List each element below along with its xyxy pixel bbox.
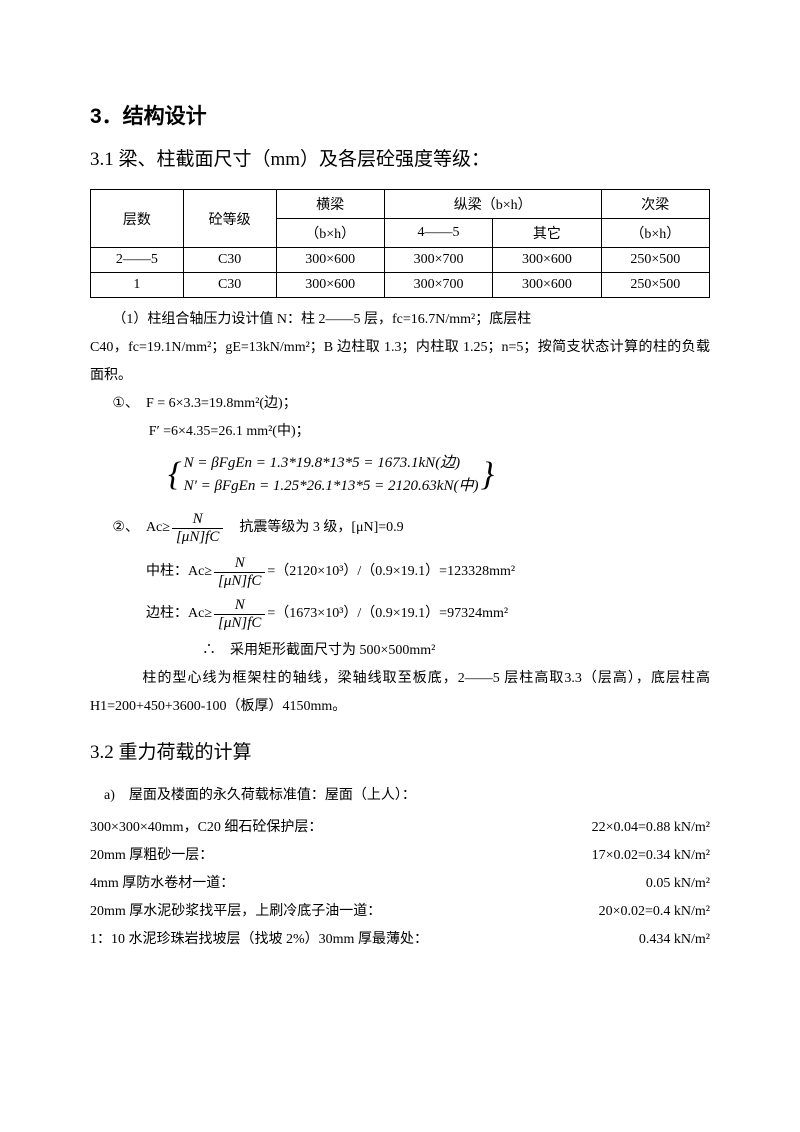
table-row: 1 C30 300×600 300×700 300×600 250×500	[91, 273, 710, 298]
load-desc: 300×300×40mm，C20 细石砼保护层：	[90, 814, 520, 842]
load-row: 20mm 厚水泥砂浆找平层，上刷冷底子油一道： 20×0.02=0.4 kN/m…	[90, 898, 710, 926]
equation-2: N′ = βFgEn = 1.25*26.1*13*5 = 2120.63kN(…	[184, 475, 479, 498]
load-row: 20mm 厚粗砂一层： 17×0.02=0.34 kN/m²	[90, 842, 710, 870]
load-row: 300×300×40mm，C20 细石砼保护层： 22×0.04=0.88 kN…	[90, 814, 710, 842]
cell: 300×700	[384, 248, 492, 273]
subsection-heading-1: 3.1 梁、柱截面尺寸（mm）及各层砼强度等级：	[90, 144, 710, 171]
fraction-num: N	[172, 511, 223, 529]
load-value: 17×0.02=0.34 kN/m²	[520, 842, 710, 870]
mid-result: =（2120×10³）/（0.9×19.1）=123328mm²	[267, 556, 515, 588]
load-list: 300×300×40mm，C20 细石砼保护层： 22×0.04=0.88 kN…	[90, 814, 710, 954]
paragraph: 柱的型心线为框架柱的轴线，梁轴线取至板底，2——5 层柱高取3.3（层高），底层…	[90, 665, 710, 721]
item-2-lead: ②、 Ac≥	[112, 514, 170, 542]
cell: 2——5	[91, 248, 184, 273]
fraction-den: [μN]fC	[214, 615, 265, 632]
cell: 300×600	[493, 248, 601, 273]
equation-1: N = βFgEn = 1.3*19.8*13*5 = 1673.1kN(边)	[184, 452, 479, 475]
load-value: 20×0.02=0.4 kN/m²	[520, 898, 710, 926]
th-lbeam: 纵梁（b×h）	[384, 190, 601, 219]
cell: 250×500	[601, 273, 709, 298]
load-desc: 20mm 厚粗砂一层：	[90, 842, 520, 870]
table-row: 2——5 C30 300×600 300×700 300×600 250×500	[91, 248, 710, 273]
right-brace-icon: }	[480, 452, 494, 497]
cell: 300×600	[493, 273, 601, 298]
load-row: 4mm 厚防水卷材一道： 0.05 kN/m²	[90, 870, 710, 898]
mid-column-calc: 中柱：Ac≥ N [μN]fC =（2120×10³）/（0.9×19.1）=1…	[90, 555, 710, 589]
cell: 250×500	[601, 248, 709, 273]
fraction-num: N	[214, 555, 265, 573]
th-grade: 砼等级	[183, 190, 276, 248]
cell: 300×600	[276, 273, 384, 298]
equation-block: { N = βFgEn = 1.3*19.8*13*5 = 1673.1kN(边…	[90, 446, 710, 503]
item-1-line1: ①、 F = 6×3.3=19.8mm²(边)；	[90, 390, 710, 418]
cell: C30	[183, 273, 276, 298]
subsection-heading-2: 3.2 重力荷载的计算	[90, 737, 710, 764]
th-hbeam-bot: （b×h）	[276, 219, 384, 248]
th-lbeam-b: 其它	[493, 219, 601, 248]
section-heading: 3．结构设计	[90, 100, 710, 130]
load-row: 1：10 水泥珍珠岩找坡层（找坡 2%）30mm 厚最薄处： 0.434 kN/…	[90, 926, 710, 954]
side-column-calc: 边柱：Ac≥ N [μN]fC =（1673×10³）/（0.9×19.1）=9…	[90, 597, 710, 631]
fraction: N [μN]fC	[214, 555, 265, 589]
left-brace-icon: {	[168, 452, 182, 497]
item-2-line: ②、 Ac≥ N [μN]fC 抗震等级为 3 级，[μN]=0.9	[90, 511, 710, 545]
th-sbeam-bot: （b×h）	[601, 219, 709, 248]
paragraph: （1）柱组合轴压力设计值 N：柱 2——5 层，fc=16.7N/mm²；底层柱	[90, 306, 710, 334]
th-hbeam-top: 横梁	[276, 190, 384, 219]
fraction-den: [μN]fC	[214, 573, 265, 590]
load-value: 22×0.04=0.88 kN/m²	[520, 814, 710, 842]
cell: 300×700	[384, 273, 492, 298]
cell: 1	[91, 273, 184, 298]
fraction-num: N	[214, 597, 265, 615]
mid-label: 中柱：Ac≥	[146, 556, 212, 588]
conclusion: ∴ 采用矩形截面尺寸为 500×500mm²	[90, 637, 710, 665]
paragraph: C40，fc=19.1N/mm²；gE=13kN/mm²；B 边柱取 1.3；内…	[90, 334, 710, 390]
fraction-den: [μN]fC	[172, 529, 223, 546]
load-desc: 20mm 厚水泥砂浆找平层，上刷冷底子油一道：	[90, 898, 520, 926]
section-table: 层数 砼等级 横梁 纵梁（b×h） 次梁 （b×h） 4——5 其它 （b×h）…	[90, 189, 710, 298]
item-2-tail: 抗震等级为 3 级，[μN]=0.9	[225, 514, 403, 542]
side-label: 边柱：Ac≥	[146, 598, 212, 630]
load-desc: 1：10 水泥珍珠岩找坡层（找坡 2%）30mm 厚最薄处：	[90, 926, 520, 954]
fraction: N [μN]fC	[172, 511, 223, 545]
item-1-line2: F′ =6×4.35=26.1 mm²(中)；	[90, 418, 710, 446]
load-value: 0.05 kN/m²	[520, 870, 710, 898]
load-desc: 4mm 厚防水卷材一道：	[90, 870, 520, 898]
fraction: N [μN]fC	[214, 597, 265, 631]
th-layer: 层数	[91, 190, 184, 248]
side-result: =（1673×10³）/（0.9×19.1）=97324mm²	[267, 598, 508, 630]
cell: 300×600	[276, 248, 384, 273]
th-lbeam-a: 4——5	[384, 219, 492, 248]
th-sbeam-top: 次梁	[601, 190, 709, 219]
paragraph: a) 屋面及楼面的永久荷载标准值：屋面（上人）：	[90, 782, 710, 810]
cell: C30	[183, 248, 276, 273]
load-value: 0.434 kN/m²	[520, 926, 710, 954]
